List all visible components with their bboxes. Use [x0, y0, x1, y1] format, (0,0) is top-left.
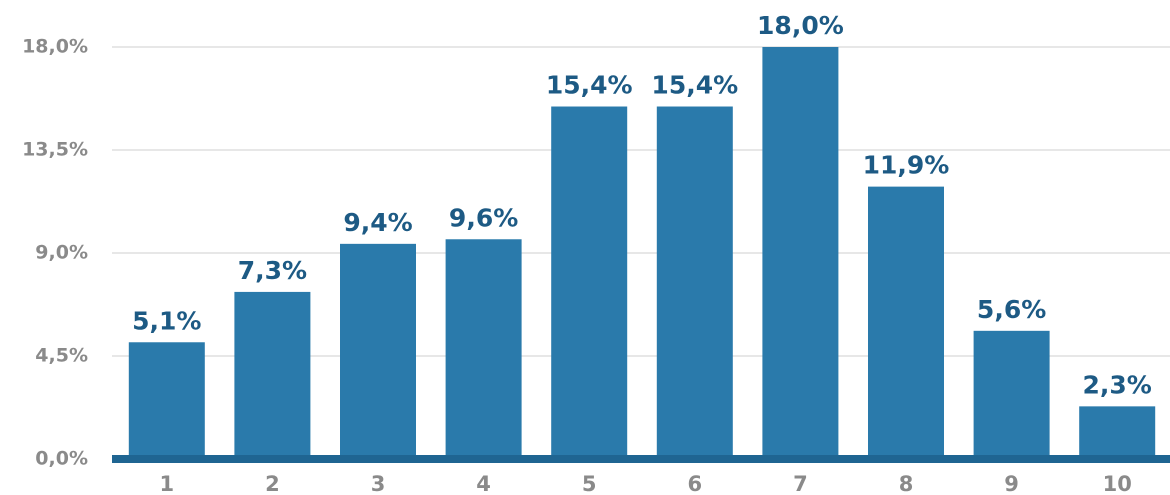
- bar: [128, 342, 205, 459]
- value-label: 15,4%: [546, 71, 633, 100]
- x-tick-label: 3: [371, 472, 386, 495]
- bar: [445, 239, 522, 459]
- value-label: 2,3%: [1083, 370, 1152, 399]
- bar: [234, 291, 311, 459]
- value-label: 11,9%: [863, 151, 950, 180]
- bar: [340, 243, 416, 459]
- value-label: 9,6%: [449, 203, 518, 232]
- y-tick-label: 18,0%: [22, 36, 88, 58]
- y-tick-label: 0,0%: [35, 448, 88, 470]
- value-label: 15,4%: [651, 71, 738, 100]
- value-label: 18,0%: [757, 11, 844, 40]
- bar: [762, 47, 839, 459]
- x-axis-baseline: [112, 455, 1170, 463]
- value-label: 5,1%: [132, 306, 201, 335]
- x-tick-label: 9: [1004, 472, 1019, 495]
- x-tick-label: 2: [265, 472, 280, 495]
- x-tick-label: 5: [582, 472, 597, 495]
- value-label: 9,4%: [343, 208, 412, 237]
- x-tick-label: 7: [793, 472, 808, 495]
- bar: [868, 186, 944, 459]
- bar: [656, 106, 733, 459]
- x-tick-label: 1: [159, 472, 174, 495]
- x-tick-label: 6: [687, 472, 702, 495]
- x-tick-label: 8: [899, 472, 914, 495]
- y-tick-label: 4,5%: [35, 345, 88, 367]
- value-label: 5,6%: [977, 295, 1046, 324]
- bar: [551, 106, 628, 459]
- bar: [973, 330, 1050, 459]
- bar: [1079, 406, 1156, 459]
- value-label: 7,3%: [238, 256, 307, 285]
- y-tick-label: 13,5%: [22, 139, 88, 161]
- x-tick-label: 4: [476, 472, 491, 495]
- x-tick-label: 10: [1103, 472, 1132, 495]
- y-tick-label: 9,0%: [35, 242, 88, 264]
